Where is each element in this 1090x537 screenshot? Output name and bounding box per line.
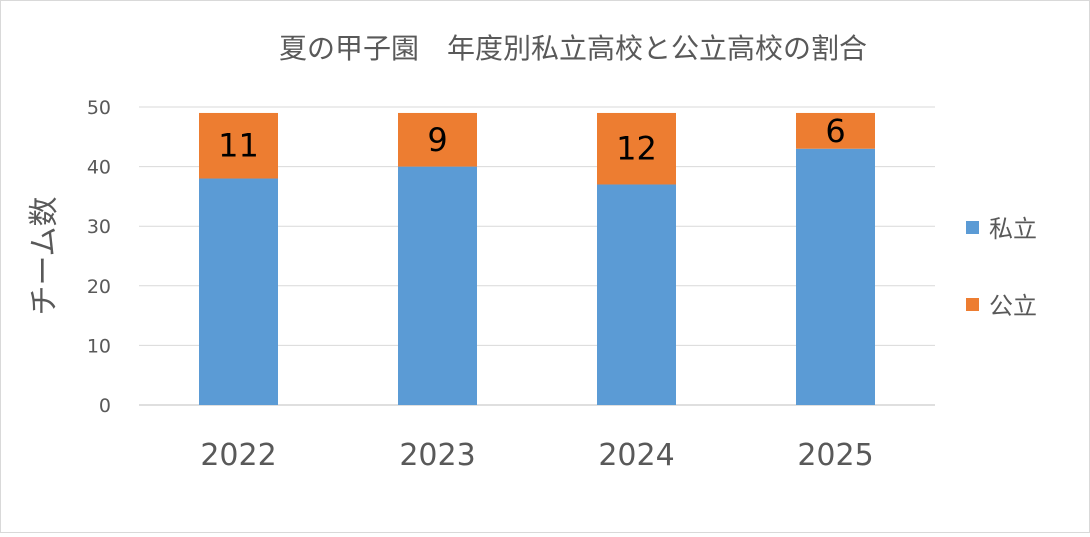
y-tick-label: 0 [99, 395, 111, 417]
y-tick-label: 50 [87, 97, 111, 119]
x-tick-label: 2024 [598, 438, 674, 473]
legend-swatch [966, 221, 979, 234]
bar-public [199, 112, 278, 179]
legend-label: 公立 [989, 292, 1037, 320]
data-label: 6 [825, 112, 845, 150]
x-tick-label: 2025 [797, 438, 873, 473]
bar-public [796, 112, 875, 149]
data-label: 9 [427, 121, 447, 159]
x-tick-label: 2023 [399, 438, 475, 473]
bar-private [597, 184, 676, 405]
data-label: 11 [218, 127, 259, 165]
x-tick-label: 2022 [200, 438, 276, 473]
bar-private [796, 148, 875, 405]
legend-swatch [966, 298, 979, 311]
bar-public [398, 112, 477, 167]
bar-public [597, 112, 676, 185]
y-tick-label: 10 [87, 335, 111, 357]
chart-title: 夏の甲子園 年度別私立高校と公立高校の割合 [279, 32, 867, 65]
bar-private [199, 178, 278, 405]
y-tick-label: 40 [87, 157, 111, 179]
y-tick-label: 30 [87, 216, 111, 238]
legend-label: 私立 [989, 215, 1037, 243]
bars: 11 9 12 6 [199, 112, 875, 405]
bar-private [398, 166, 477, 405]
axes: 0 10 20 30 40 50 2022 2023 2024 2025 [87, 97, 874, 473]
y-axis-label: チーム数 [27, 196, 62, 315]
y-tick-label: 20 [87, 276, 111, 298]
data-label: 12 [616, 130, 657, 168]
